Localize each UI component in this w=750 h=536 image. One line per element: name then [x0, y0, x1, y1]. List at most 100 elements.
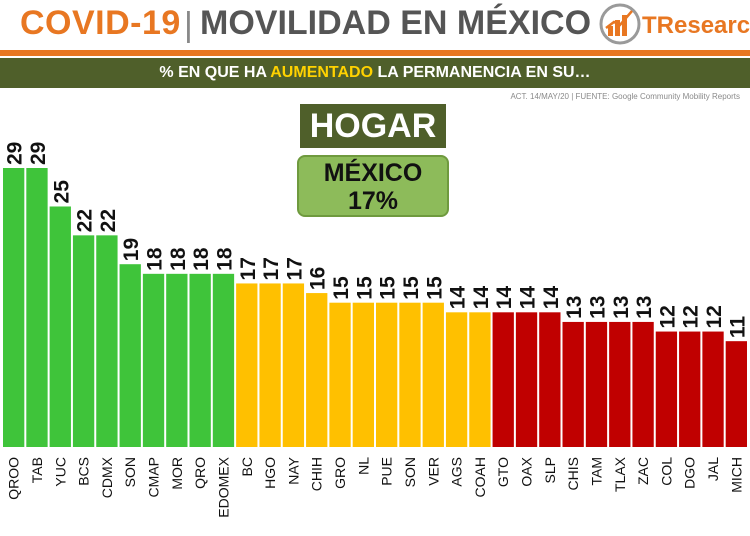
value-label: 14: [517, 286, 540, 310]
value-label: 15: [423, 276, 446, 300]
category-label: TAB: [29, 457, 45, 483]
category-label: PUE: [379, 457, 395, 486]
category-label: CHIS: [565, 457, 581, 490]
value-label: 13: [586, 296, 609, 319]
bar-cdmx-4: [96, 235, 118, 447]
category-label: SON: [402, 457, 418, 487]
value-label: 17: [283, 257, 306, 280]
subtitle-prefix: % EN QUE HA: [159, 64, 271, 81]
value-label: 15: [400, 276, 423, 300]
tresearch-logo: TResearch: [598, 2, 750, 46]
category-label: SON: [122, 457, 138, 487]
category-label: TLAX: [612, 456, 628, 492]
value-label: 18: [190, 247, 213, 271]
bar-qroo-0: [3, 168, 25, 447]
bar-nay-12: [282, 283, 305, 447]
bar-gro-14: [329, 302, 351, 447]
value-label: 15: [353, 276, 376, 300]
bar-ver-18: [422, 302, 444, 447]
value-label: 15: [330, 276, 353, 300]
value-label: 14: [447, 286, 470, 310]
header: COVID-19 | MOVILIDAD EN MÉXICO TResearch: [0, 0, 750, 50]
category-label: COL: [658, 457, 674, 486]
value-label: 29: [4, 142, 27, 165]
bar-mor-7: [166, 273, 188, 447]
logo-text: TResearch: [642, 12, 750, 39]
value-label: 12: [680, 305, 703, 328]
category-label: BC: [239, 457, 255, 476]
category-label: HOGAR: [300, 104, 446, 148]
bar-cmap-6: [142, 273, 165, 447]
category-label: AGS: [449, 457, 465, 487]
bar-jal-30: [702, 331, 724, 447]
category-label: MICH: [728, 457, 744, 493]
bar-son-5: [119, 264, 141, 447]
value-label: 25: [50, 180, 73, 204]
value-label: 13: [563, 296, 586, 319]
value-label: 17: [237, 257, 260, 280]
value-label: 16: [307, 267, 330, 290]
category-label: CMAP: [146, 457, 162, 497]
bar-mich-31: [725, 341, 747, 447]
category-label: GRO: [332, 457, 348, 489]
bar-tab-1: [26, 168, 48, 447]
bar-nl-15: [352, 302, 374, 447]
national-label: MÉXICO: [323, 159, 423, 187]
bar-ags-19: [445, 312, 468, 447]
source-note: ACT. 14/MAY/20 | FUENTE: Google Communit…: [510, 92, 740, 101]
bar-qro-8: [189, 273, 211, 447]
bar-coah-20: [469, 312, 491, 447]
category-label: NL: [355, 457, 371, 475]
bar-chih-13: [306, 293, 328, 447]
category-label: COAH: [472, 457, 488, 497]
chart-logo-icon: [599, 3, 641, 45]
bar-edomex-9: [212, 273, 235, 447]
title-covid: COVID-19: [20, 4, 181, 42]
category-label: QRO: [192, 457, 208, 489]
value-label: 12: [703, 305, 726, 328]
category-label: SLP: [542, 457, 558, 483]
value-label: 12: [656, 305, 679, 328]
category-label: NAY: [285, 456, 301, 484]
subtitle-highlight: AUMENTADO: [270, 64, 374, 81]
national-value: 17%: [347, 187, 399, 215]
title-separator: |: [184, 6, 193, 44]
bar-pue-16: [376, 302, 398, 447]
bar-gto-21: [492, 312, 514, 447]
title-movilidad: MOVILIDAD EN MÉXICO: [200, 4, 592, 42]
subtitle-bar: % EN QUE HA AUMENTADO LA PERMANENCIA EN …: [0, 58, 750, 88]
bar-dgo-29: [679, 331, 701, 447]
value-label: 11: [726, 316, 749, 339]
national-average-box: MÉXICO 17%: [297, 155, 449, 217]
bar-bcs-3: [72, 235, 95, 447]
bar-son-17: [399, 302, 421, 447]
category-label: HGO: [262, 457, 278, 489]
category-label: BCS: [76, 457, 92, 486]
category-label: CDMX: [99, 456, 115, 498]
category-label: JAL: [705, 457, 721, 481]
value-label: 22: [74, 209, 97, 232]
bar-zac-27: [632, 321, 654, 447]
category-label: ZAC: [635, 457, 651, 485]
value-label: 18: [144, 247, 167, 271]
bar-slp-23: [539, 312, 561, 447]
orange-divider: [0, 50, 750, 56]
bar-bc-10: [236, 283, 258, 447]
bar-col-28: [655, 331, 678, 447]
value-label: 18: [167, 247, 190, 271]
value-label: 14: [470, 286, 493, 310]
value-label: 29: [27, 142, 50, 165]
subtitle-suffix: LA PERMANENCIA EN SU…: [373, 64, 591, 81]
category-label: OAX: [519, 456, 535, 486]
category-label: CHIH: [309, 457, 325, 491]
bar-yuc-2: [49, 206, 71, 447]
bar-hgo-11: [259, 283, 281, 447]
value-label: 18: [213, 247, 236, 271]
value-label: 14: [540, 286, 563, 310]
category-label: GTO: [495, 457, 511, 487]
value-label: 14: [493, 286, 516, 310]
value-label: 13: [610, 296, 633, 319]
category-label: EDOMEX: [215, 456, 231, 517]
category-label: MOR: [169, 457, 185, 490]
